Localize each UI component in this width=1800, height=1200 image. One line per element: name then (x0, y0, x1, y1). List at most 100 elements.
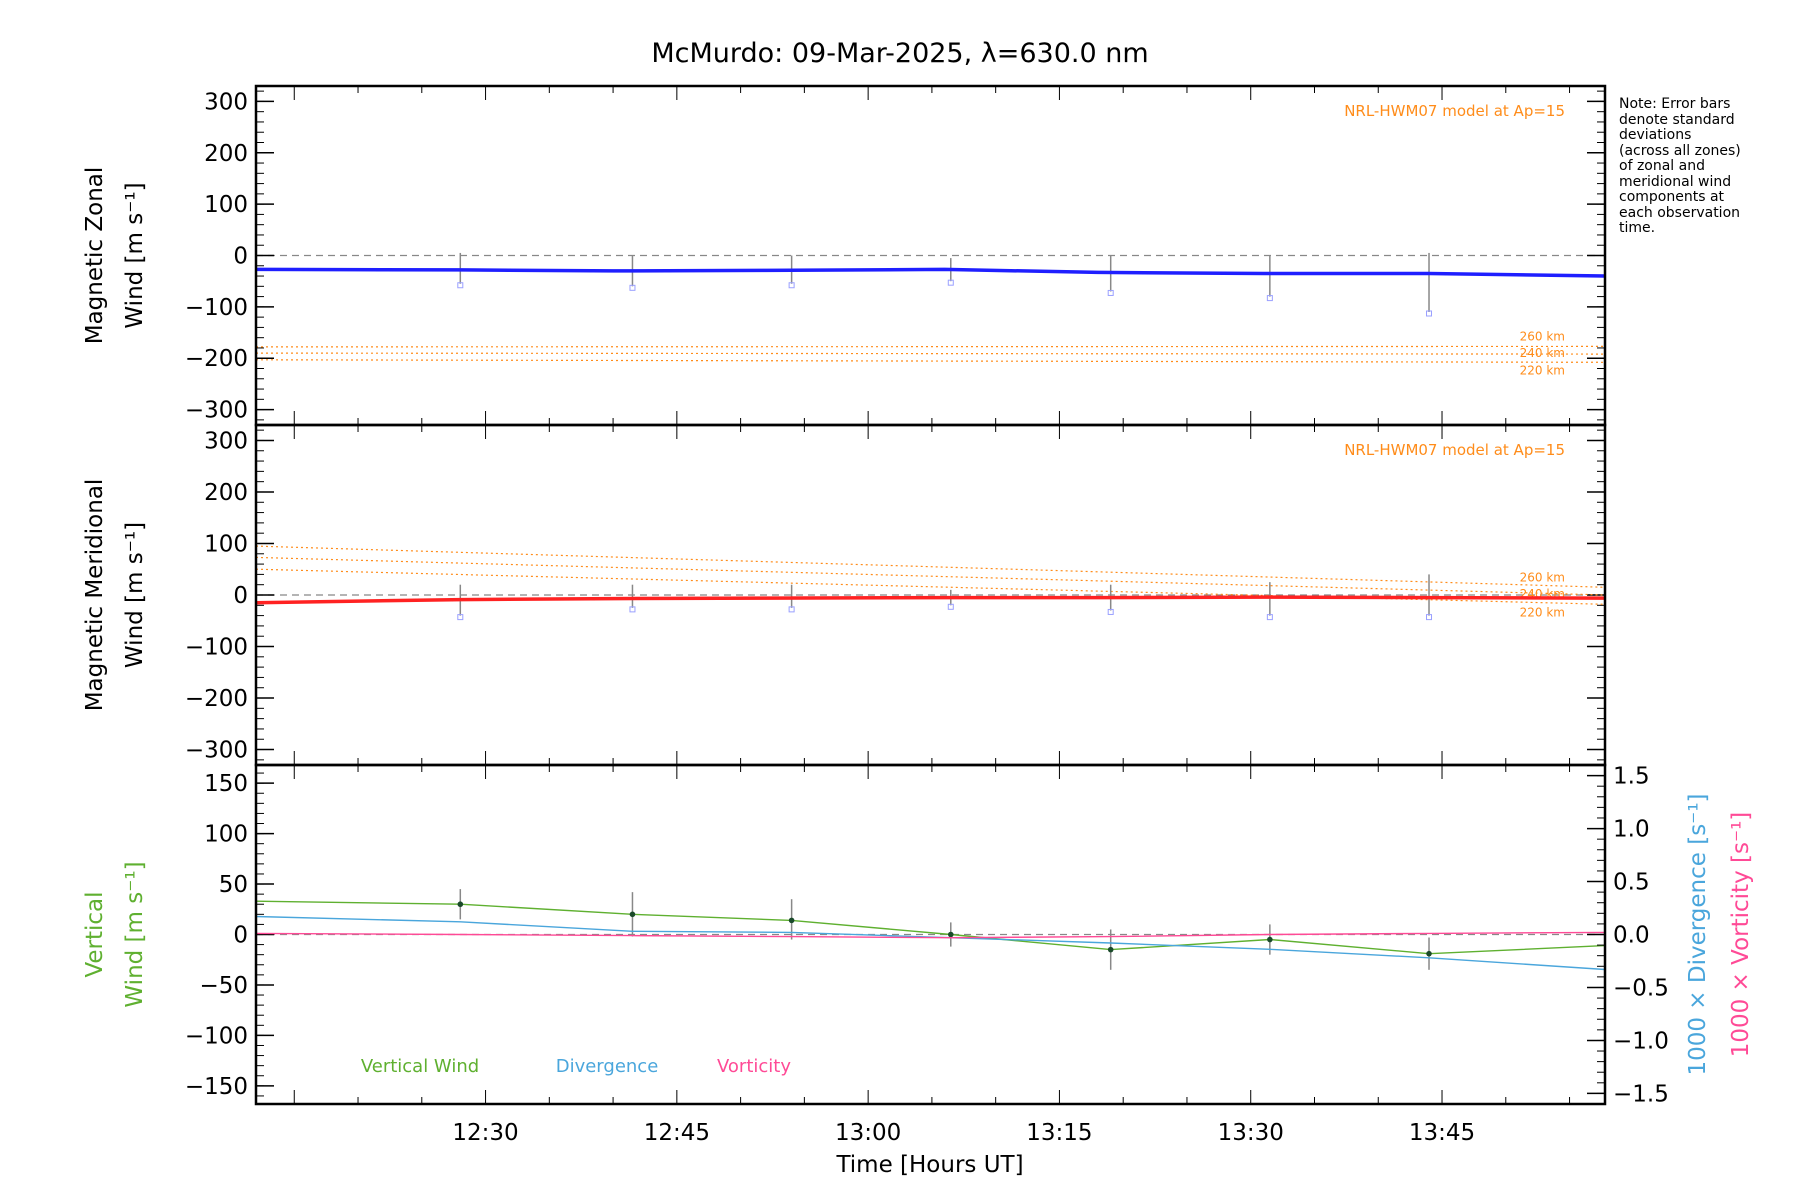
model-label: NRL-HWM07 model at Ap=15 (1344, 441, 1565, 459)
data-point (788, 917, 795, 924)
y-tick-label: 0 (233, 244, 248, 270)
series-line-divergence (255, 915, 1606, 971)
model-altitude-label: 240 km (1520, 346, 1565, 360)
x-axis-label: Time [Hours UT] (835, 1152, 1023, 1178)
y-tick-label: 0 (233, 583, 248, 609)
y-tick-label: −100 (185, 295, 248, 321)
y-tick-label: 100 (204, 822, 248, 848)
y-tick-label-right: 0.0 (1613, 923, 1650, 949)
vorticity-axis-label: 1000 × Vorticity [s⁻¹] (1728, 812, 1754, 1058)
data-point (947, 931, 954, 938)
model-altitude-label: 260 km (1520, 570, 1565, 584)
series-line-zonal-wind (255, 267, 1606, 278)
data-point (457, 901, 464, 908)
model-line-220-km (255, 359, 1606, 363)
y-tick-label: 300 (204, 428, 248, 454)
model-altitude-label: 220 km (1520, 363, 1565, 377)
zone-marker (1426, 614, 1433, 621)
x-tick-label: 12:30 (452, 1120, 518, 1146)
y-tick-label-right: −1.5 (1613, 1081, 1669, 1107)
y-tick-label: 50 (219, 872, 248, 898)
y-tick-label: −300 (185, 738, 248, 764)
zone-marker (947, 603, 954, 610)
y-axis-label-line: Wind [m s⁻¹] (122, 522, 148, 668)
legend-item: Divergence (556, 1056, 659, 1077)
data-point (629, 911, 636, 918)
note-line: deviations (1619, 127, 1692, 143)
zone-marker (629, 606, 636, 613)
model-line-260-km (255, 345, 1606, 348)
y-axis-label-line: Vertical (82, 891, 108, 977)
x-tick-label: 13:45 (1409, 1120, 1475, 1146)
legend-item: Vertical Wind (361, 1056, 479, 1077)
zone-marker (788, 282, 795, 289)
note-line: denote standard (1619, 111, 1735, 128)
zone-marker (457, 614, 464, 621)
model-line-240-km (255, 556, 1606, 596)
y-tick-label-right: 0.5 (1613, 870, 1650, 896)
y-axis-label: Magnetic Zonal Wind [m s⁻¹] (82, 167, 148, 345)
y-tick-label-right: 1.0 (1613, 817, 1650, 843)
panel-vertical: 150 100 50 0 −50 −100 −150 Vertical Wind [m s⁻¹]… (82, 764, 1754, 1178)
y-tick-label: 100 (204, 192, 248, 218)
note-line: meridional wind (1619, 173, 1732, 190)
data-point (1107, 946, 1114, 953)
x-tick-label: 13:30 (1218, 1120, 1284, 1146)
data-point (1426, 950, 1432, 957)
chart-title: McMurdo: 09-Mar-2025, λ=630.0 nm (651, 38, 1148, 69)
y-tick-label: −200 (185, 686, 248, 712)
y-tick-label: 200 (204, 141, 248, 167)
y-axis-label-line: Wind [m s⁻¹] (122, 182, 148, 328)
y-tick-label: 300 (204, 89, 248, 115)
zone-marker (1266, 295, 1273, 302)
y-tick-label: 0 (233, 923, 248, 949)
y-tick-label: −100 (185, 1023, 248, 1049)
zone-marker (629, 284, 636, 291)
y-tick-label: 200 (204, 480, 248, 506)
zone-marker (1266, 614, 1273, 621)
y-tick-label-right: 1.5 (1613, 764, 1650, 790)
model-line-240-km (255, 352, 1606, 355)
y-axis-label: Vertical Wind [m s⁻¹] (82, 861, 148, 1007)
y-tick-label: −50 (199, 973, 248, 999)
y-axis-label-line: Magnetic Meridional (82, 479, 108, 712)
zone-marker (457, 282, 464, 289)
errorbar-note: Note: Error bars denote standard deviati… (1619, 96, 1794, 237)
x-tick-label: 12:45 (644, 1120, 710, 1146)
y-axis-label-line: Wind [m s⁻¹] (122, 861, 148, 1007)
zone-marker (788, 606, 795, 613)
model-altitude-label: 260 km (1520, 329, 1565, 343)
divergence-axis-label: 1000 × Divergence [s⁻¹] (1685, 793, 1711, 1075)
y-tick-label: −100 (185, 635, 248, 661)
zone-marker (1426, 310, 1433, 317)
note-line: (across all zones) (1619, 142, 1741, 159)
model-label: NRL-HWM07 model at Ap=15 (1344, 102, 1565, 120)
model-altitude-label: 220 km (1520, 605, 1565, 619)
y-tick-label: −300 (185, 398, 248, 424)
zone-marker (1107, 289, 1114, 296)
y-tick-label: 150 (204, 771, 248, 797)
y-tick-label: −150 (185, 1074, 248, 1100)
y-axis-label-line: Magnetic Zonal (82, 167, 108, 345)
data-point (1267, 936, 1273, 943)
series-line-meridional-wind (255, 595, 1606, 605)
y-tick-label-right: −1.0 (1613, 1028, 1669, 1054)
x-tick-label: 13:15 (1026, 1120, 1092, 1146)
zone-marker (947, 279, 954, 286)
note-line: of zonal and (1619, 158, 1705, 174)
x-tick-label: 13:00 (835, 1120, 901, 1146)
note-line: components at (1619, 189, 1725, 205)
y-tick-label: 100 (204, 531, 248, 557)
y-tick-label: −200 (185, 346, 248, 372)
zone-marker (1107, 608, 1114, 615)
y-tick-label-right: −0.5 (1613, 975, 1669, 1001)
panel-zonal: 300 200 100 0 −100 −200 −300 260 km 240 km 220 km… (82, 84, 1607, 427)
series-line-vertical-wind (255, 900, 1606, 955)
series-line-vorticity (255, 931, 1606, 939)
note-line: Note: Error bars (1619, 96, 1731, 112)
legend-item: Vorticity (717, 1056, 791, 1077)
y-axis-label: Magnetic Meridional Wind [m s⁻¹] (82, 479, 148, 712)
model-line-260-km (255, 545, 1606, 588)
